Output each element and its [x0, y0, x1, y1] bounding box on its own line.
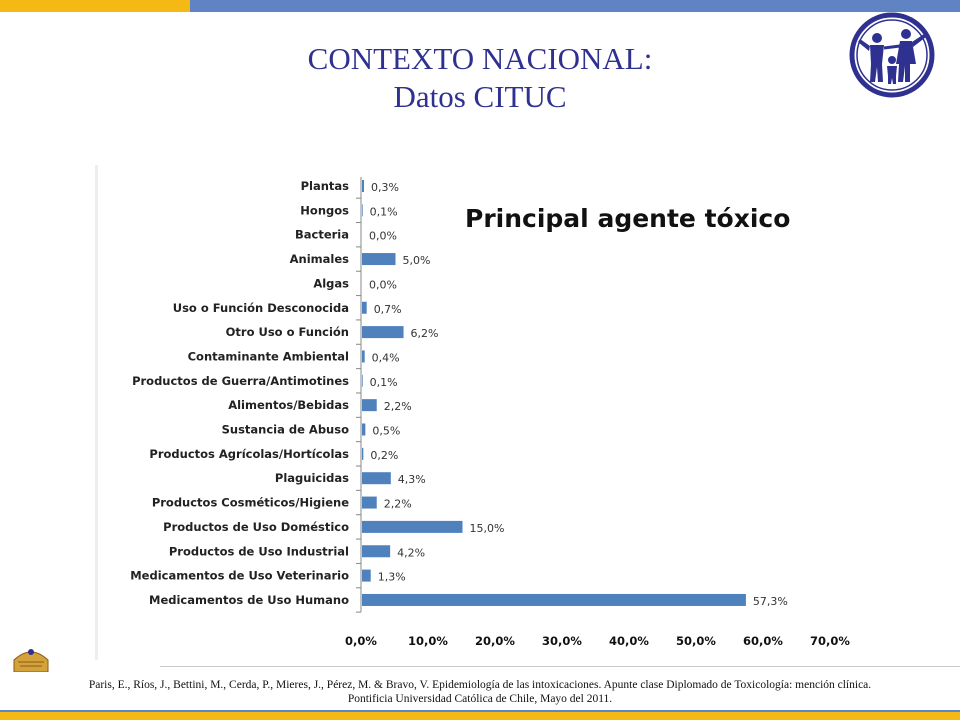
x-tick-label: 30,0% — [542, 634, 582, 648]
value-label: 0,4% — [372, 351, 400, 364]
bar — [362, 545, 391, 558]
category-label: Alimentos/Bebidas — [228, 398, 349, 412]
x-tick-label: 10,0% — [408, 634, 448, 648]
bar — [362, 326, 404, 339]
bar — [362, 399, 377, 412]
bars-group: Plantas 0,3% Hongos 0,1% Bacteria 0,0% Animale… — [130, 179, 788, 613]
x-tick-label: 0,0% — [345, 634, 377, 648]
category-label: Productos de Uso Industrial — [169, 544, 349, 558]
slide-title-line2: Datos CITUC — [393, 79, 567, 114]
slide-title: CONTEXTO NACIONAL: Datos CITUC — [180, 40, 780, 116]
category-label: Plaguicidas — [275, 471, 349, 485]
chart-panel-edge — [95, 165, 98, 660]
category-label: Otro Uso o Función — [226, 325, 349, 339]
value-label: 4,2% — [397, 546, 425, 559]
bar — [362, 593, 746, 606]
category-label: Contaminante Ambiental — [188, 349, 349, 363]
category-label: Medicamentos de Uso Veterinario — [130, 569, 349, 583]
category-label: Animales — [290, 252, 350, 266]
bar — [362, 301, 367, 314]
family-logo-icon — [846, 12, 938, 98]
category-label: Hongos — [300, 203, 349, 217]
footer-divider — [160, 666, 960, 667]
value-label: 0,0% — [369, 278, 397, 291]
top-accent-bar-blue — [190, 0, 960, 12]
bar — [362, 569, 371, 582]
category-label: Productos Agrícolas/Hortícolas — [149, 447, 349, 461]
bar — [362, 374, 363, 387]
x-tick-label: 60,0% — [743, 634, 783, 648]
value-label: 15,0% — [470, 522, 505, 535]
bar — [362, 496, 377, 509]
bar — [362, 447, 364, 460]
top-accent-bar-gold — [0, 0, 190, 12]
value-label: 0,3% — [371, 181, 399, 194]
bar — [362, 180, 365, 192]
bar — [362, 520, 463, 533]
slide-title-line1: CONTEXTO NACIONAL: — [307, 41, 653, 76]
chart-panel: Principal agente tóxico Plantas 0,3% Hongo… — [95, 165, 865, 660]
x-tick-label: 40,0% — [609, 634, 649, 648]
bar — [362, 204, 363, 217]
category-label: Medicamentos de Uso Humano — [149, 593, 349, 607]
x-axis-ticks: 0,0% 10,0% 20,0% 30,0% 40,0% 50,0% 60,0% 70,0% — [345, 634, 850, 648]
x-tick-label: 20,0% — [475, 634, 515, 648]
category-label: Uso o Función Desconocida — [173, 301, 349, 315]
bar — [362, 423, 366, 436]
bottom-accent-bar-gold — [0, 712, 960, 720]
bottom-accent-bar-blue — [0, 710, 960, 712]
value-label: 0,2% — [370, 449, 398, 462]
category-label: Productos Cosméticos/Higiene — [152, 496, 349, 510]
citation-line2: Pontificia Universidad Católica de Chile… — [347, 693, 613, 705]
category-label: Algas — [313, 276, 349, 290]
value-label: 0,5% — [372, 425, 400, 438]
citation: Paris, E., Ríos, J., Bettini, M., Cerda,… — [0, 678, 960, 706]
category-label: Sustancia de Abuso — [222, 423, 349, 437]
x-tick-label: 50,0% — [676, 634, 716, 648]
bar — [362, 472, 391, 485]
value-label: 2,2% — [384, 498, 412, 511]
value-label: 2,2% — [384, 400, 412, 413]
value-label: 0,1% — [370, 205, 398, 218]
value-label: 1,3% — [378, 571, 406, 584]
value-label: 0,7% — [374, 303, 402, 316]
category-label: Productos de Uso Doméstico — [163, 520, 349, 534]
bar-chart: Principal agente tóxico Plantas 0,3% Hongo… — [130, 177, 850, 648]
category-label: Productos de Guerra/Antimotines — [132, 374, 349, 388]
value-label: 0,1% — [370, 376, 398, 389]
value-label: 4,3% — [398, 473, 426, 486]
category-label: Bacteria — [295, 228, 349, 242]
value-label: 6,2% — [411, 327, 439, 340]
value-label: 5,0% — [403, 254, 431, 267]
chart-title: Principal agente tóxico — [465, 204, 790, 233]
bar — [362, 253, 396, 266]
x-tick-label: 70,0% — [810, 634, 850, 648]
category-label: Plantas — [301, 179, 350, 193]
value-label: 57,3% — [753, 595, 788, 608]
bar — [362, 350, 365, 363]
university-seal-icon — [8, 642, 54, 672]
value-label: 0,0% — [369, 230, 397, 243]
citation-line1: Paris, E., Ríos, J., Bettini, M., Cerda,… — [88, 679, 872, 691]
